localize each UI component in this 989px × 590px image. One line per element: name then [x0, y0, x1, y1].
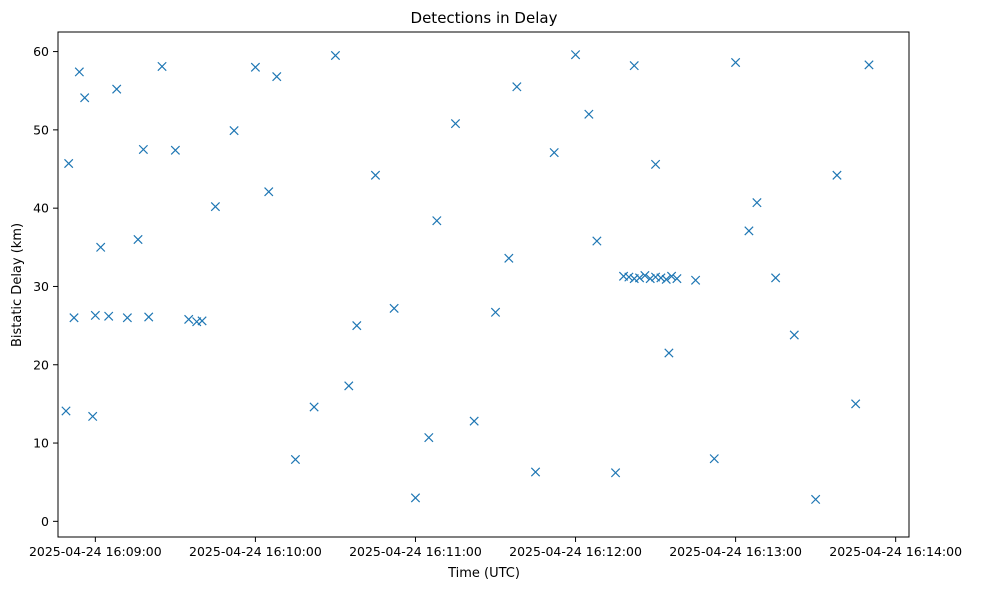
data-point: [69, 313, 79, 323]
data-point: [144, 312, 154, 322]
data-point: [184, 314, 194, 324]
x-tick-label: 2025-04-24 16:11:00: [349, 544, 482, 559]
data-point: [309, 402, 319, 412]
chart-title: Detections in Delay: [411, 9, 558, 27]
data-point: [549, 147, 559, 158]
data-point: [88, 411, 98, 422]
data-point: [424, 432, 434, 443]
y-tick-label: 10: [33, 436, 49, 451]
data-point: [656, 273, 666, 283]
x-tick-label: 2025-04-24 16:09:00: [29, 544, 162, 559]
data-point: [61, 406, 71, 416]
data-point: [709, 454, 719, 464]
data-point: [666, 271, 677, 281]
data-point: [661, 274, 671, 285]
data-point: [592, 236, 602, 246]
data-point: [744, 226, 754, 236]
data-point: [645, 274, 655, 284]
data-point: [469, 416, 479, 426]
data-point: [138, 144, 148, 155]
data-point: [192, 317, 202, 327]
data-point: [624, 272, 634, 282]
data-point: [122, 313, 132, 323]
data-point: [389, 303, 399, 314]
data-point: [344, 381, 354, 391]
data-point: [432, 216, 442, 226]
y-tick-label: 20: [33, 357, 49, 372]
data-point: [730, 57, 741, 68]
x-tick-label: 2025-04-24 16:12:00: [509, 544, 642, 559]
data-point: [811, 494, 821, 505]
data-point: [672, 274, 682, 284]
x-axis: 2025-04-24 16:09:00 2025-04-24 16:10:00 20…: [29, 537, 962, 559]
data-point: [370, 170, 381, 180]
data-point: [584, 109, 594, 119]
data-point: [74, 67, 84, 77]
data-point: [864, 60, 874, 70]
data-point: [634, 273, 645, 283]
data-point: [789, 330, 799, 340]
data-point: [90, 310, 100, 321]
data-point: [290, 454, 301, 465]
data-point: [330, 50, 341, 61]
y-tick-label: 50: [33, 122, 49, 137]
y-axis: 0 10 20 30 40 50 60: [33, 44, 58, 529]
y-tick-label: 40: [33, 201, 49, 216]
data-point: [752, 198, 762, 208]
data-point: [157, 61, 167, 72]
x-tick-label: 2025-04-24 16:14:00: [829, 544, 962, 559]
y-axis-label: Bistatic Delay (km): [10, 223, 25, 347]
data-point: [250, 62, 261, 72]
y-tick-label: 30: [33, 279, 49, 294]
data-point: [832, 170, 842, 180]
data-point: [690, 275, 701, 285]
x-tick-label: 2025-04-24 16:13:00: [669, 544, 802, 559]
data-point: [610, 468, 621, 478]
data-point: [133, 234, 143, 245]
data-point: [229, 126, 239, 136]
data-points: [61, 50, 874, 505]
x-axis-label: Time (UTC): [447, 566, 520, 581]
data-point: [96, 242, 106, 252]
data-point: [851, 399, 861, 409]
data-point: [210, 201, 221, 212]
data-point: [770, 273, 781, 283]
data-point: [530, 467, 541, 477]
y-tick-label: 60: [33, 44, 49, 59]
y-tick-label: 0: [41, 514, 49, 529]
data-point: [664, 348, 674, 358]
data-point: [104, 311, 114, 321]
data-point: [264, 187, 274, 197]
data-point: [640, 270, 650, 281]
data-point: [80, 93, 90, 103]
data-point: [450, 118, 461, 129]
data-point: [352, 320, 362, 331]
data-point: [272, 72, 282, 82]
data-point: [490, 307, 501, 317]
data-point: [650, 159, 661, 169]
data-point: [570, 50, 581, 60]
data-point: [410, 493, 421, 503]
data-point: [504, 253, 514, 263]
x-tick-label: 2025-04-24 16:10:00: [189, 544, 322, 559]
data-point: [64, 158, 74, 169]
data-point: [112, 84, 122, 94]
data-point: [170, 145, 181, 155]
plot-frame: [57, 31, 910, 538]
data-point: [629, 61, 639, 71]
data-point: [512, 82, 522, 92]
